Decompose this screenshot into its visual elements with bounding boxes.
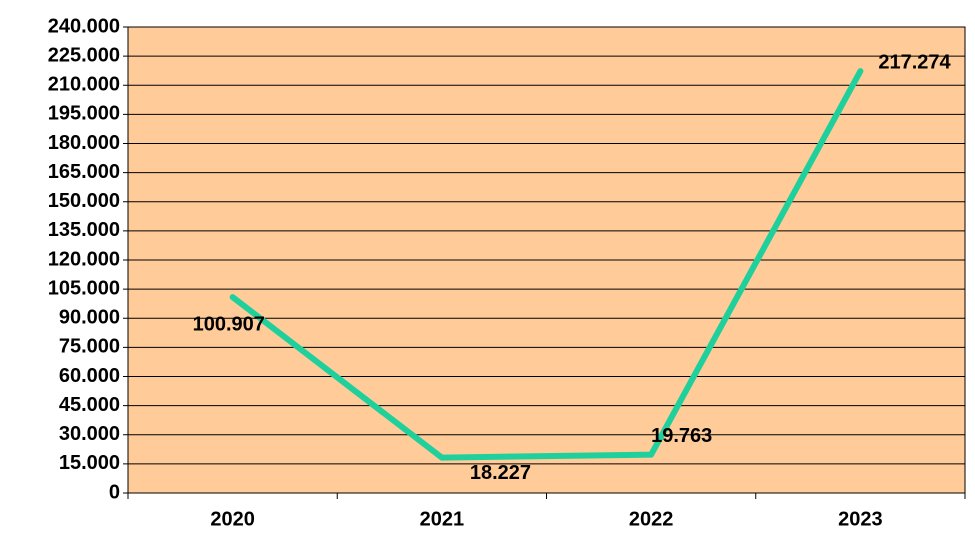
y-tick-label: 30.000 <box>59 423 120 445</box>
y-tick-label: 75.000 <box>59 336 120 358</box>
line-series <box>229 68 864 461</box>
y-tick-label: 135.000 <box>48 219 120 241</box>
x-tick-label: 2023 <box>838 508 883 530</box>
data-label: 19.763 <box>651 425 712 447</box>
y-tick-label: 45.000 <box>59 394 120 416</box>
data-label: 100.907 <box>193 313 265 335</box>
y-tick-label: 195.000 <box>48 103 120 125</box>
data-label: 217.274 <box>878 51 951 73</box>
y-tick-label: 210.000 <box>48 74 120 96</box>
x-tick-label: 2022 <box>629 508 674 530</box>
y-tick-label: 225.000 <box>48 44 120 66</box>
x-tick-label: 2021 <box>420 508 465 530</box>
data-label: 18.227 <box>470 462 531 484</box>
y-tick-label: 150.000 <box>48 190 120 212</box>
y-tick-label: 90.000 <box>59 307 120 329</box>
y-tick-label: 105.000 <box>48 277 120 299</box>
y-tick-label: 240.000 <box>48 15 120 37</box>
y-tick-label: 0 <box>109 481 120 503</box>
y-tick-label: 180.000 <box>48 132 120 154</box>
y-tick-label: 60.000 <box>59 365 120 387</box>
y-tick-label: 120.000 <box>48 248 120 270</box>
x-tick-label: 2020 <box>210 508 255 530</box>
y-tick-label: 165.000 <box>48 161 120 183</box>
y-tick-label: 15.000 <box>59 452 120 474</box>
